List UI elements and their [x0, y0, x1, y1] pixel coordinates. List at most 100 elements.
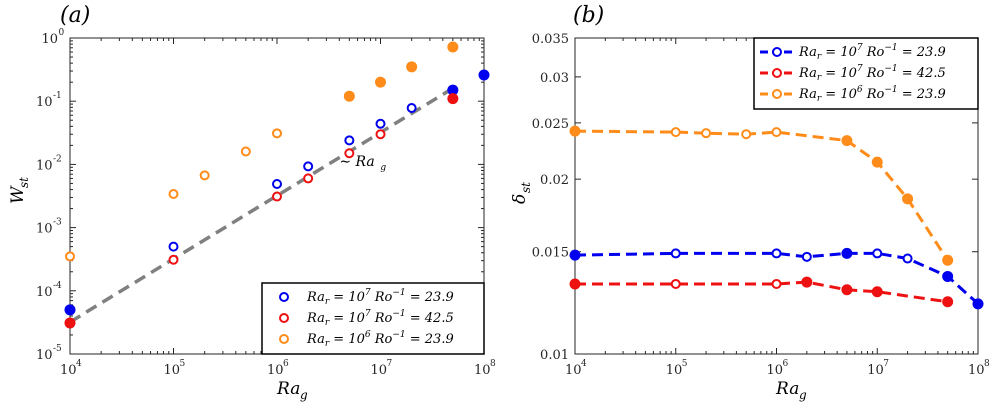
x-tick-label: 10	[267, 363, 284, 378]
data-point-series-3	[902, 193, 914, 205]
data-point-series-3	[65, 251, 75, 262]
y-tick-exponent: 0	[59, 28, 65, 38]
data-point-series-1	[872, 248, 883, 259]
data-point-series-3	[199, 170, 210, 181]
data-point-series-3	[670, 127, 681, 138]
data-point-series-2	[569, 278, 581, 290]
x-tick-label: 10	[371, 363, 388, 378]
data-point-series-3	[942, 254, 954, 266]
x-tick-exponent: 8	[984, 359, 990, 369]
data-point-series-3	[272, 128, 282, 139]
legend-marker	[279, 313, 289, 323]
fit-annotation: ∼ Ra	[339, 154, 374, 170]
x-tick-exponent: 7	[387, 359, 393, 369]
y-tick-exponent: -3	[53, 218, 62, 228]
panel-a: (a)10 4 10 5 10 6 10 7 10 810 -510 -410 -310 -210 -110…	[8, 3, 496, 402]
data-point-series-3	[569, 125, 581, 137]
data-point-series-2	[272, 191, 282, 202]
x-tick-label: 10	[60, 363, 77, 378]
y-axis-label-sub: st	[519, 182, 533, 193]
x-tick-label: 10	[968, 363, 985, 378]
y-tick-label: 10	[36, 95, 53, 110]
data-point-series-1	[902, 253, 913, 264]
y-tick-exponent: -4	[53, 281, 62, 291]
y-axis-label-sub: st	[17, 177, 31, 188]
x-tick-label: 10	[164, 363, 181, 378]
y-tick-exponent: -5	[53, 344, 62, 354]
legend-marker	[279, 292, 289, 302]
y-tick-label: 0.02	[540, 173, 569, 188]
data-point-series-3	[406, 61, 418, 73]
data-point-series-2	[447, 93, 459, 105]
data-point-series-3	[841, 135, 853, 147]
data-point-series-2	[303, 173, 314, 184]
legend-label: Rar = 106 Ro−1 = 23.9	[798, 85, 946, 104]
data-point-series-1	[272, 178, 282, 189]
data-point-series-2	[841, 284, 853, 296]
data-point-series-3	[741, 129, 752, 140]
data-point-series-2	[942, 296, 954, 308]
x-tick-exponent: 5	[180, 359, 186, 369]
data-point-series-3	[771, 127, 782, 138]
y-tick-label: 10	[36, 285, 53, 300]
panel-label: (a)	[60, 3, 90, 28]
x-tick-exponent: 7	[883, 359, 889, 369]
y-axis-label-group: δst	[510, 182, 533, 204]
y-tick-exponent: -2	[53, 154, 62, 164]
data-point-series-2	[670, 278, 681, 289]
y-tick-exponent: -1	[53, 91, 62, 101]
x-axis-label: Ra	[276, 379, 300, 399]
y-tick-label: 0.03	[540, 71, 569, 86]
data-point-series-1	[942, 270, 954, 282]
fit-annotation-sub: g	[380, 163, 386, 173]
data-point-series-1	[168, 241, 179, 252]
data-point-series-2	[344, 148, 355, 159]
x-tick-exponent: 6	[283, 359, 289, 369]
data-point-series-3	[447, 41, 459, 53]
legend-label: Rar = 107 Ro−1 = 23.9	[798, 43, 946, 62]
y-axis-label: δ	[510, 194, 530, 204]
x-axis-label-sub: g	[799, 388, 807, 402]
data-point-series-2	[771, 278, 782, 289]
data-point-series-1	[406, 103, 417, 114]
data-point-series-1	[771, 248, 782, 259]
y-axis-label-group: Wst	[8, 177, 31, 204]
x-tick-exponent: 8	[490, 359, 496, 369]
y-tick-label: 0.025	[532, 117, 569, 132]
legend-box	[261, 282, 485, 355]
x-tick-label: 10	[565, 363, 582, 378]
data-point-series-2	[168, 254, 179, 265]
data-point-series-2	[871, 286, 883, 298]
data-point-series-1	[303, 161, 314, 172]
data-point-series-3	[168, 189, 179, 200]
y-axis-label: W	[8, 185, 28, 204]
x-tick-exponent: 4	[581, 359, 587, 369]
series-line-3	[574, 129, 949, 262]
data-point-series-3	[375, 76, 386, 88]
data-point-series-1	[375, 118, 386, 129]
x-tick-label: 10	[767, 363, 784, 378]
data-point-series-1	[344, 135, 355, 146]
y-tick-label: 10	[42, 32, 59, 47]
x-tick-label: 10	[666, 363, 683, 378]
x-tick-label: 10	[474, 363, 491, 378]
data-point-series-3	[343, 90, 355, 102]
legend-label: Rar = 107 Ro−1 = 42.5	[306, 309, 454, 328]
x-axis-label-sub: g	[300, 388, 308, 402]
data-point-series-1	[801, 251, 812, 262]
x-tick-exponent: 6	[783, 359, 789, 369]
y-tick-label: 0.015	[532, 246, 569, 261]
data-point-series-1	[569, 249, 581, 261]
data-point-series-2	[375, 129, 386, 140]
data-point-series-1	[841, 247, 853, 259]
legend-label: Rar = 107 Ro−1 = 42.5	[798, 64, 946, 83]
data-point-series-3	[871, 156, 883, 168]
data-point-series-1	[478, 69, 490, 81]
y-tick-label: 10	[36, 158, 53, 173]
data-point-series-3	[701, 128, 712, 139]
data-point-series-1	[972, 298, 984, 310]
legend-marker	[772, 89, 782, 99]
data-point-series-1	[64, 304, 76, 316]
x-tick-exponent: 4	[76, 359, 82, 369]
